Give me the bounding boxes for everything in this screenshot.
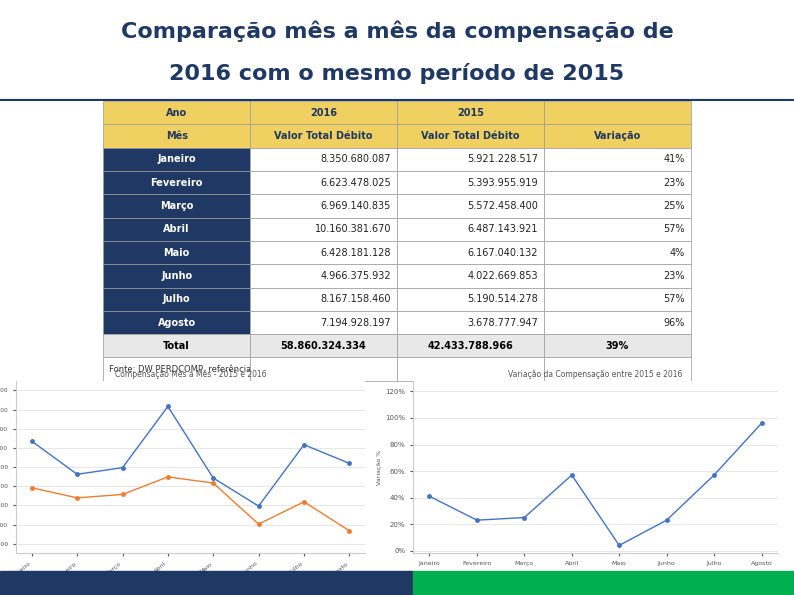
Title: Compensação Mês a Mês - 2015 e 2016: Compensação Mês a Mês - 2015 e 2016 bbox=[115, 369, 266, 378]
Bar bbox=[413, 571, 794, 595]
Text: Comparação mês a mês da compensação de: Comparação mês a mês da compensação de bbox=[121, 20, 673, 42]
Title: Variação da Compensação entre 2015 e 2016: Variação da Compensação entre 2015 e 201… bbox=[508, 369, 683, 378]
Bar bbox=[0, 571, 413, 595]
Y-axis label: Variação %: Variação % bbox=[377, 449, 383, 485]
Text: 2016 com o mesmo período de 2015: 2016 com o mesmo período de 2015 bbox=[169, 62, 625, 84]
